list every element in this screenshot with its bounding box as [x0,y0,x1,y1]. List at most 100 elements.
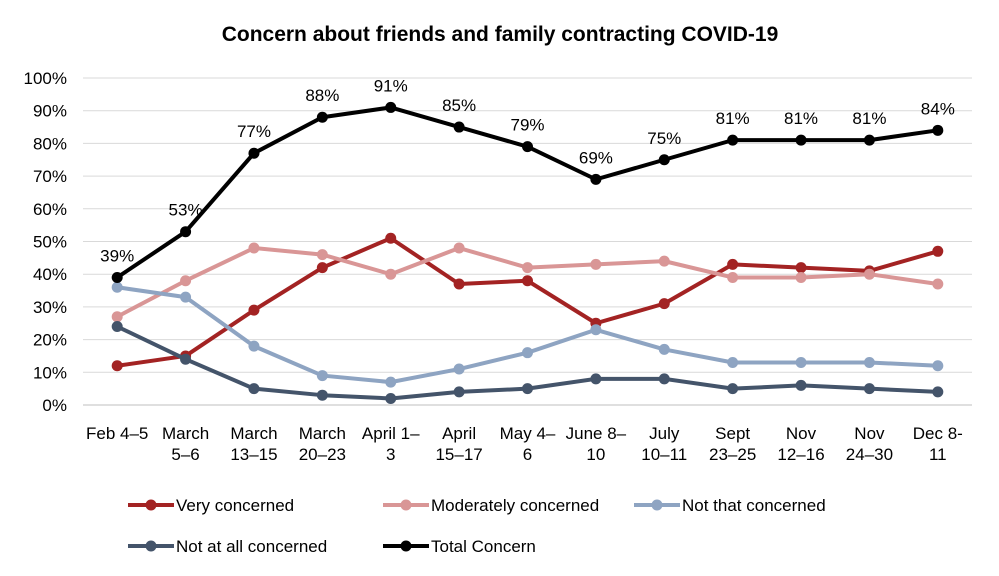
total-concern-point [111,271,123,283]
very-concerned-line [116,236,939,368]
total-concern-point [932,124,944,136]
legend-item-moderately-concerned: Moderately concerned [383,496,599,515]
data-label: 53% [169,201,203,220]
moderately-concerned-point [727,271,739,283]
total-concern-point [316,111,328,123]
very-concerned-point [453,278,465,290]
not-at-all-concerned-point [248,383,260,395]
legend-swatch-marker [400,540,412,552]
x-tick-label: March 5–6 [162,424,209,464]
very-concerned-point [248,304,260,316]
very-concerned-point [658,298,670,310]
not-at-all-concerned-point [453,386,465,398]
x-tick-label: March 13–15 [230,424,277,464]
not-that-concerned-point [590,324,602,336]
moderately-concerned-point [795,271,807,283]
x-tick-label: May 4– 6 [500,424,556,464]
not-at-all-concerned-point [590,373,602,385]
not-at-all-concerned-point [863,383,875,395]
x-tick-label: Nov 12–16 [777,424,824,464]
y-axis-tick-labels: 0% 10% 20% 30% 40% 50% 60% 70% 80% 90% 100% [24,69,67,415]
total-concern-point [180,226,192,238]
legend-label: Not at all concerned [176,537,327,556]
very-concerned-point [385,232,397,244]
moderately-concerned-point [453,242,465,254]
legend-item-total-concern: Total Concern [383,537,536,556]
legend-label: Very concerned [176,496,294,515]
y-tick-label: 70% [33,167,67,186]
moderately-concerned-point [522,262,533,274]
moderately-concerned-point [590,258,602,270]
y-tick-label: 80% [33,134,67,153]
data-label: 77% [237,122,271,141]
total-concern-point [590,173,602,185]
moderately-concerned-point [932,278,944,290]
legend-label: Moderately concerned [431,496,599,515]
data-label: 81% [784,109,818,128]
moderately-concerned-point [316,249,328,261]
total-concern-point [248,147,260,159]
legend-item-very-concerned: Very concerned [128,496,294,515]
x-tick-label: April 15–17 [435,424,482,464]
not-that-concerned-point [658,343,670,355]
legend-swatch-marker [400,499,412,511]
x-tick-label: Sept 23–25 [709,424,756,464]
total-concern-point [727,134,739,146]
series-lines [111,101,944,404]
x-tick-label: March 20–23 [299,424,346,464]
not-that-concerned-point [932,360,944,372]
y-tick-label: 100% [24,69,67,88]
series-total-concern [111,101,944,283]
moderately-concerned-point [658,255,670,267]
moderately-concerned-point [385,268,397,280]
legend: Very concerned Moderately concerned Not th… [128,496,826,556]
x-tick-label: April 1– 3 [362,424,420,464]
x-axis-tick-labels: Feb 4–5 March 5–6 March 13–15 March 20–23 April… [86,424,963,464]
not-that-concerned-point [180,291,192,303]
moderately-concerned-point [180,275,192,287]
data-label: 85% [442,96,476,115]
not-that-concerned-point [385,376,397,388]
not-that-concerned-point [453,363,465,375]
very-concerned-point [932,245,944,257]
very-concerned-point [111,360,123,372]
not-at-all-concerned-point [727,383,739,395]
legend-label: Not that concerned [682,496,826,515]
not-at-all-concerned-point [522,383,533,395]
y-tick-label: 10% [33,363,67,382]
not-at-all-concerned-point [658,373,670,385]
legend-item-not-at-all-concerned: Not at all concerned [128,537,327,556]
y-tick-label: 0% [42,396,67,415]
data-label: 81% [852,109,886,128]
data-label: 79% [510,116,544,135]
not-at-all-concerned-point [932,386,944,398]
y-tick-label: 40% [33,265,67,284]
x-tick-label: June 8– 10 [566,424,627,464]
x-tick-label: Feb 4–5 [86,424,148,443]
not-at-all-concerned-point [180,353,192,365]
data-label: 69% [579,148,613,167]
not-that-concerned-point [316,370,328,382]
y-tick-label: 20% [33,331,67,350]
not-at-all-concerned-point [316,389,328,401]
x-tick-label: Dec 8-11 [913,424,963,464]
series-moderately-concerned [111,242,944,323]
total-concern-point [863,134,875,146]
legend-swatch-marker [651,499,663,511]
very-concerned-point [795,262,807,274]
legend-swatch-marker [145,499,157,511]
total-concern-point [385,101,397,113]
very-concerned-point [522,275,533,287]
legend-label: Total Concern [431,537,536,556]
y-tick-label: 50% [33,233,67,252]
not-at-all-concerned-point [795,379,807,391]
moderately-concerned-point [248,242,260,254]
data-label: 91% [374,76,408,95]
not-that-concerned-point [522,347,533,359]
not-that-concerned-line [116,285,938,385]
legend-swatch-marker [145,540,157,552]
total-concern-point [453,121,465,133]
series-not-at-all-concerned [111,321,944,404]
total-concern-point [658,154,670,166]
